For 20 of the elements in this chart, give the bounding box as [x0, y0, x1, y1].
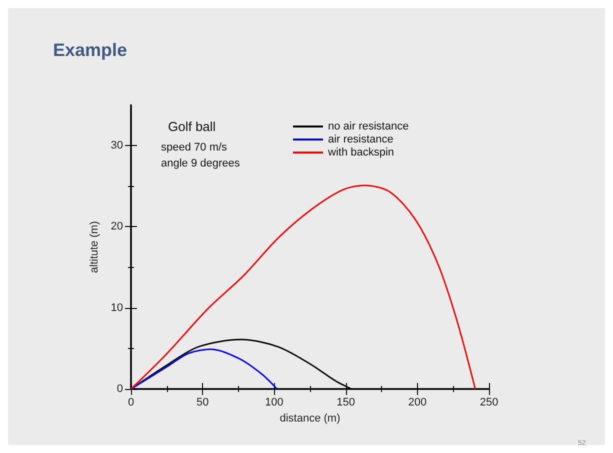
- x-tick-label: 50: [196, 396, 209, 408]
- line-series: [130, 348, 278, 390]
- x-tick-label: 0: [128, 396, 134, 408]
- x-tick-label: 150: [336, 396, 355, 408]
- legend-label: air resistance: [328, 134, 394, 146]
- x-axis-title: distance (m): [280, 412, 340, 424]
- legend-label: with backspin: [327, 146, 394, 158]
- y-axis-title: altitute (m): [88, 221, 100, 273]
- annotation: angle 9 degrees: [161, 158, 240, 170]
- x-tick-label: 250: [480, 396, 498, 408]
- x-tick-label: 200: [408, 396, 427, 408]
- y-tick-label: 0: [116, 383, 123, 395]
- legend-label: no air resistance: [328, 120, 409, 132]
- y-tick-label: 10: [110, 302, 123, 314]
- annotation: speed 70 m/s: [161, 142, 228, 154]
- x-tick-label: 100: [265, 396, 284, 408]
- y-tick-label: 30: [110, 140, 123, 152]
- y-tick-label: 20: [110, 220, 123, 233]
- chart-title: Example: [53, 40, 128, 60]
- annotation: Golf ball: [168, 119, 216, 134]
